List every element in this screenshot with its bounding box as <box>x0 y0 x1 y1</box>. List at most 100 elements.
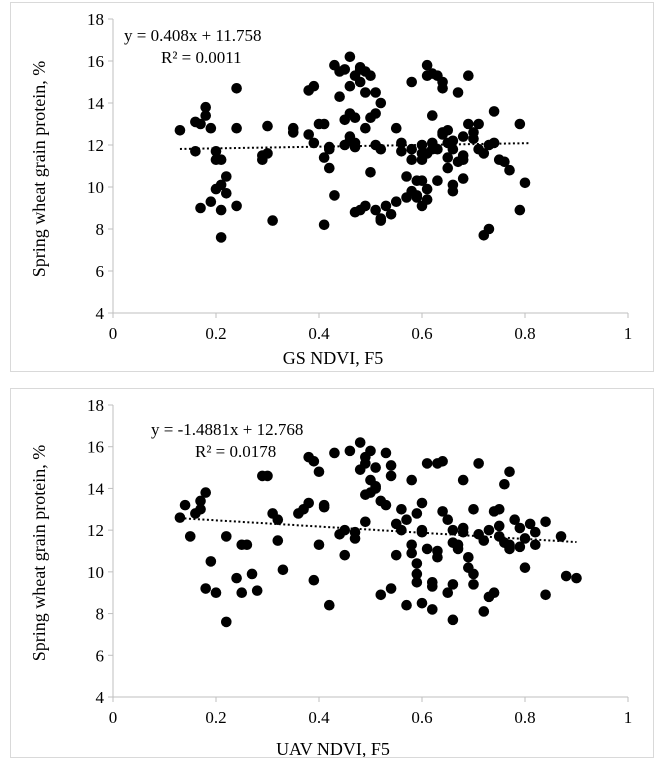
y-tick-label: 16 <box>87 52 104 71</box>
data-point <box>390 196 402 207</box>
data-point <box>447 579 459 590</box>
data-point <box>457 173 469 184</box>
data-point <box>514 204 526 216</box>
data-point <box>339 524 351 536</box>
data-point <box>468 579 479 590</box>
data-point <box>468 568 479 580</box>
data-point <box>200 110 211 121</box>
data-point <box>200 487 211 498</box>
data-point <box>442 152 454 163</box>
y-tick-label: 4 <box>96 688 105 707</box>
data-point <box>354 76 366 88</box>
data-point <box>360 122 371 134</box>
y-tick-label: 6 <box>96 646 105 665</box>
data-point <box>241 539 253 551</box>
chart-panel-uav: y = -1.4881x + 12.768 R² = 0.0178 UAV ND… <box>10 388 654 758</box>
data-point <box>432 545 443 557</box>
data-point <box>365 70 376 81</box>
data-point <box>504 466 515 478</box>
data-point <box>488 106 500 117</box>
data-point <box>272 535 284 546</box>
data-point <box>437 506 448 517</box>
data-point <box>195 503 206 515</box>
x-tick-label: 1 <box>624 708 633 727</box>
data-point <box>200 101 211 113</box>
data-point <box>344 80 356 92</box>
data-point <box>251 585 263 596</box>
data-point <box>231 572 242 584</box>
data-point <box>344 51 356 63</box>
data-point <box>205 556 217 567</box>
data-point <box>231 200 242 212</box>
data-point <box>334 91 345 102</box>
x-axis-title: UAV NDVI, F5 <box>276 739 390 757</box>
data-point <box>396 503 407 515</box>
data-point <box>215 204 227 216</box>
data-point <box>493 520 505 532</box>
x-axis-title: GS NDVI, F5 <box>283 348 384 368</box>
data-point <box>205 122 217 134</box>
data-point <box>318 118 330 130</box>
data-point <box>370 108 381 119</box>
data-point <box>190 146 201 157</box>
data-point <box>385 460 397 471</box>
data-point <box>447 185 459 197</box>
y-tick-label: 14 <box>87 479 105 498</box>
data-point <box>447 143 459 155</box>
data-point <box>560 570 572 582</box>
data-point <box>447 614 459 626</box>
data-point <box>215 154 227 165</box>
gs-ndvi-scatter-chart: y = 0.408x + 11.758 R² = 0.0011 GS NDVI,… <box>29 10 632 368</box>
data-point <box>277 564 289 576</box>
y-tick-label: 16 <box>87 438 104 457</box>
data-point <box>483 524 495 536</box>
data-point <box>437 83 448 94</box>
data-point <box>427 576 438 588</box>
data-point <box>308 80 320 92</box>
data-point <box>385 209 397 220</box>
data-point <box>308 456 320 467</box>
x-tick-label: 0.6 <box>411 324 432 343</box>
x-tick-label: 0.2 <box>205 708 226 727</box>
data-point <box>406 143 418 155</box>
data-point <box>504 543 515 555</box>
data-point <box>483 223 495 235</box>
data-point <box>221 531 232 542</box>
data-point <box>365 445 376 457</box>
data-point <box>324 599 335 611</box>
data-point <box>401 171 412 182</box>
data-point <box>406 474 418 486</box>
data-point <box>221 171 232 182</box>
data-point <box>231 122 242 134</box>
data-point <box>499 156 510 168</box>
data-point <box>452 87 464 98</box>
data-point <box>385 583 397 594</box>
data-point <box>519 533 531 544</box>
data-point <box>380 200 392 212</box>
data-point <box>463 118 474 130</box>
y-tick-label: 10 <box>87 178 104 197</box>
data-point <box>411 508 423 519</box>
data-point <box>396 137 407 149</box>
y-tick-label: 10 <box>87 563 104 582</box>
y-axis-title: Spring wheat grain protein, % <box>29 445 49 661</box>
data-point <box>308 137 320 149</box>
data-point <box>195 495 206 507</box>
data-point <box>519 177 531 189</box>
data-point <box>339 549 351 561</box>
data-point <box>432 143 443 155</box>
data-point <box>246 568 258 580</box>
data-point <box>174 125 186 136</box>
data-point <box>457 131 469 142</box>
data-point <box>530 539 541 551</box>
data-point <box>221 616 232 628</box>
y-tick-label: 12 <box>87 136 104 155</box>
x-tick-label: 0.2 <box>205 324 226 343</box>
data-point <box>421 458 433 469</box>
data-point <box>360 200 371 212</box>
data-point <box>210 587 222 599</box>
data-point <box>396 524 407 536</box>
data-point <box>411 576 423 588</box>
data-point <box>396 146 407 157</box>
data-point <box>447 135 459 147</box>
